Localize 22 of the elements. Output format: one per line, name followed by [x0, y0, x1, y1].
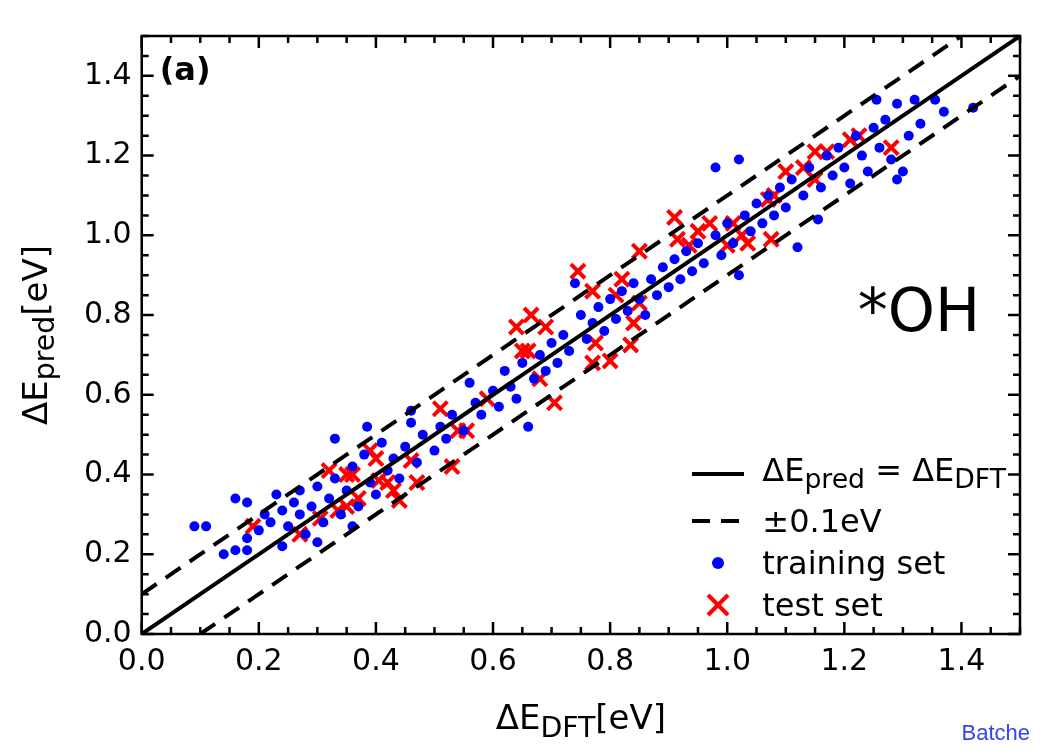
- x-tick-label: 0.6: [469, 641, 517, 677]
- annotation: (a): [159, 50, 211, 88]
- y-tick-label: 0.4: [83, 454, 132, 490]
- text: Batche: [961, 720, 1030, 746]
- legend-label: training set: [762, 543, 946, 584]
- legend-label: ±0.1eV: [762, 501, 882, 542]
- y-tick-label: 1.4: [83, 55, 132, 91]
- x-tick-label: 0.2: [234, 641, 283, 677]
- x-tick-label: 0.4: [352, 641, 400, 677]
- y-tick-label: 0.2: [83, 534, 132, 570]
- y-tick-label: 1.2: [83, 135, 132, 171]
- y-tick-label: 1.0: [83, 215, 132, 251]
- x-tick-label: 1.2: [820, 641, 869, 677]
- annotation: *OH: [857, 275, 980, 346]
- legend-label: ΔE$_{pred}$ = ΔE$_{DFT}$: [762, 449, 1006, 496]
- x-tick-label: 1.4: [937, 641, 986, 677]
- x-axis-title: ΔE$_{DFT}$[eV]: [495, 697, 667, 744]
- y-tick-label: 0.8: [83, 294, 132, 330]
- x-tick-label: 1.0: [703, 641, 752, 677]
- y-tick-label: 0.6: [83, 374, 132, 410]
- x-tick-label: 0.8: [586, 641, 634, 677]
- legend-label: test set: [762, 585, 883, 626]
